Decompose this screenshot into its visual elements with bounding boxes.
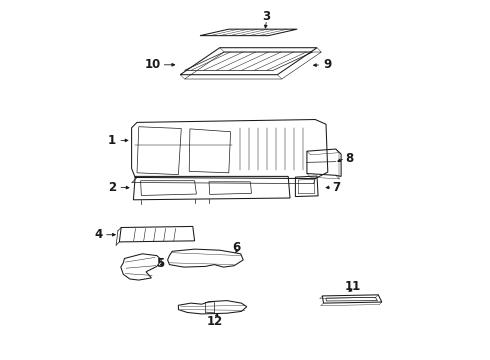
- Text: 11: 11: [345, 280, 361, 293]
- Text: 9: 9: [324, 58, 332, 71]
- Text: 2: 2: [108, 181, 116, 194]
- Text: 12: 12: [206, 315, 222, 328]
- Text: 3: 3: [263, 10, 270, 23]
- Text: 6: 6: [232, 241, 240, 254]
- Text: 8: 8: [345, 152, 353, 165]
- Text: 5: 5: [156, 257, 165, 270]
- Text: 1: 1: [108, 134, 116, 147]
- Text: 4: 4: [94, 228, 102, 241]
- Text: 7: 7: [333, 181, 341, 194]
- Text: 10: 10: [145, 58, 161, 71]
